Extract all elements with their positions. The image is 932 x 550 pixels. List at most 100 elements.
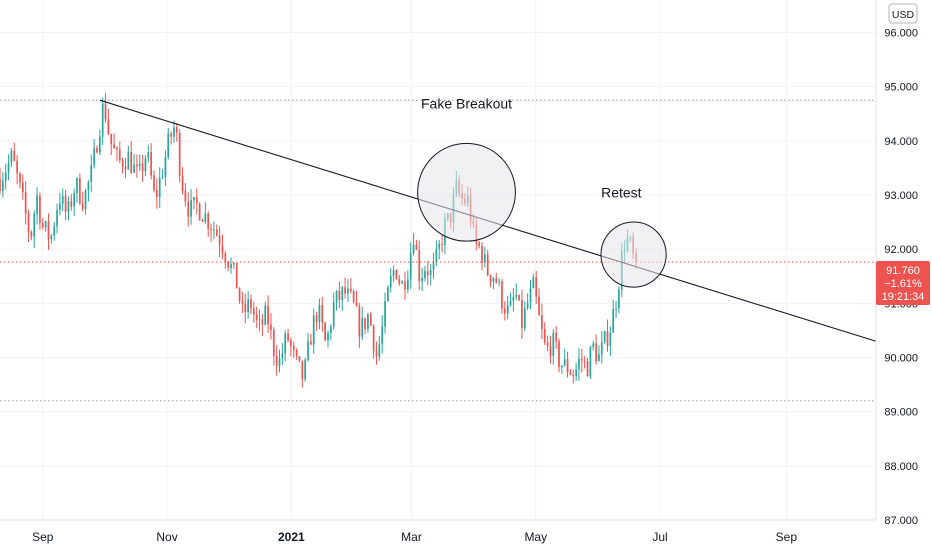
candle-body bbox=[290, 340, 292, 346]
candle-body bbox=[521, 299, 523, 329]
x-axis-panel bbox=[0, 520, 876, 550]
candle-body bbox=[235, 263, 238, 289]
candle-body bbox=[121, 160, 124, 167]
candle-body bbox=[190, 200, 192, 217]
candle-body bbox=[36, 195, 38, 215]
current-price-badge[interactable]: 91.760 −1.61% 19:21:34 bbox=[876, 261, 930, 305]
candle-body bbox=[344, 287, 346, 294]
candle-body bbox=[93, 148, 95, 166]
candle-body bbox=[312, 315, 315, 345]
candle-body bbox=[56, 209, 58, 227]
candle-body bbox=[238, 288, 241, 302]
candle-body bbox=[512, 296, 515, 301]
candle-body bbox=[164, 157, 167, 177]
annotation-label[interactable]: Fake Breakout bbox=[421, 95, 512, 111]
candle-body bbox=[523, 307, 526, 329]
candle-body bbox=[401, 281, 404, 284]
candle-body bbox=[369, 314, 372, 326]
candle-body bbox=[432, 262, 435, 270]
candle-body bbox=[378, 344, 381, 357]
candle-body bbox=[392, 270, 395, 276]
candle-body bbox=[255, 314, 258, 320]
grid-lines bbox=[0, 0, 876, 521]
annotation-circle[interactable] bbox=[417, 142, 516, 242]
candle-body bbox=[341, 287, 344, 300]
candle-body bbox=[575, 369, 577, 376]
candle-body bbox=[4, 172, 7, 181]
candle-body bbox=[136, 164, 138, 166]
candle-body bbox=[150, 151, 153, 176]
candle-body bbox=[98, 136, 101, 153]
candle-body bbox=[355, 302, 358, 306]
currency-button[interactable]: USD bbox=[888, 3, 918, 24]
candle-body bbox=[541, 315, 543, 330]
candle-body bbox=[583, 360, 586, 362]
candle-body bbox=[19, 173, 21, 183]
candle-body bbox=[421, 278, 423, 282]
candle-body bbox=[118, 149, 121, 161]
candle-body bbox=[30, 231, 33, 237]
annotation-label[interactable]: Retest bbox=[601, 185, 642, 201]
x-tick-label: Jul bbox=[652, 530, 667, 544]
candle-body bbox=[175, 127, 178, 133]
candle-body bbox=[227, 261, 230, 269]
x-tick-label: Sep bbox=[776, 530, 798, 544]
candle-body bbox=[555, 332, 558, 342]
candle-body bbox=[361, 318, 364, 337]
candle-body bbox=[295, 349, 298, 357]
candle-body bbox=[426, 271, 429, 276]
candle-body bbox=[67, 201, 70, 212]
candle-body bbox=[44, 221, 47, 228]
candle-body bbox=[156, 190, 158, 197]
candle-body bbox=[10, 150, 13, 163]
candle-body bbox=[352, 291, 355, 303]
candle-body bbox=[387, 287, 389, 302]
candle-body bbox=[193, 197, 195, 201]
annotation-circle[interactable] bbox=[600, 221, 667, 288]
candle-body bbox=[270, 324, 272, 331]
candle-body bbox=[332, 302, 335, 327]
x-axis[interactable]: Sep Nov 2021 Mar May Jul Sep bbox=[0, 519, 876, 550]
candle-body bbox=[230, 264, 232, 269]
x-tick-label: Sep bbox=[32, 530, 54, 544]
x-tick-label: May bbox=[524, 530, 547, 544]
candle-body bbox=[258, 319, 261, 321]
candle-body bbox=[489, 275, 492, 282]
candle-body bbox=[603, 331, 606, 342]
candle-body bbox=[204, 213, 207, 222]
candle-body bbox=[495, 278, 498, 283]
y-tick-label: 87.000 bbox=[884, 515, 918, 527]
candle-body bbox=[543, 329, 546, 343]
candle-body bbox=[221, 245, 224, 254]
candle-body bbox=[395, 270, 398, 279]
candle-body bbox=[267, 305, 269, 325]
current-price-badge-bg bbox=[876, 261, 930, 305]
candle-body bbox=[47, 221, 50, 239]
candle-body bbox=[224, 253, 227, 262]
candle-body bbox=[61, 195, 64, 204]
candle-body bbox=[207, 213, 210, 229]
candle-body bbox=[398, 278, 401, 284]
candle-body bbox=[492, 278, 495, 282]
currency-label: USD bbox=[892, 9, 915, 21]
candle-body bbox=[1, 180, 4, 191]
candle-body bbox=[438, 243, 441, 249]
candle-body bbox=[389, 275, 392, 288]
candle-body bbox=[27, 213, 30, 232]
x-tick-label: Nov bbox=[156, 530, 177, 544]
candle-body bbox=[478, 242, 481, 246]
candle-body bbox=[287, 333, 289, 341]
candle-body bbox=[441, 243, 443, 245]
candle-body bbox=[0, 178, 1, 191]
candle-body bbox=[572, 374, 575, 376]
candle-body bbox=[244, 303, 247, 312]
candle-body bbox=[304, 359, 307, 380]
candle-body bbox=[116, 148, 118, 150]
candle-body bbox=[107, 119, 110, 134]
x-tick-label: Mar bbox=[401, 530, 422, 544]
candle-body bbox=[70, 201, 73, 207]
currency-button-frame bbox=[888, 3, 918, 24]
candle-body bbox=[16, 160, 18, 174]
candle-body bbox=[518, 294, 520, 300]
